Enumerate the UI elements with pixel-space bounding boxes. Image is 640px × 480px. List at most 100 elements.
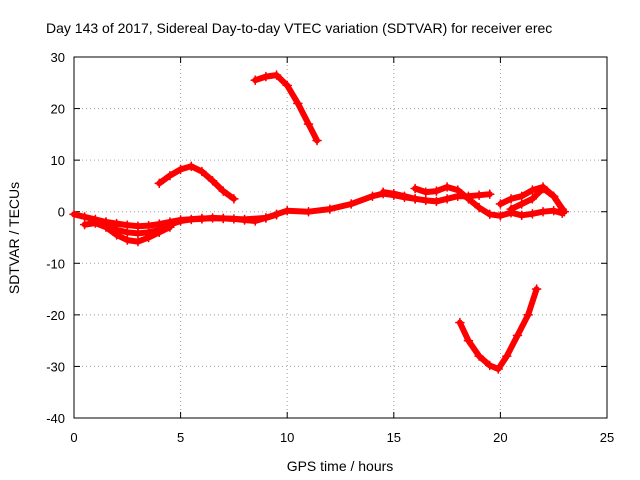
data-point [79,219,90,230]
data-point [282,80,292,91]
data-point [90,218,101,228]
data-point [495,199,506,209]
data-point [122,235,133,245]
data-point [493,364,504,374]
data-point [207,213,218,223]
data-point [165,219,175,230]
data-point [463,335,474,346]
data-point [154,178,165,189]
data-point [484,189,495,199]
data-point [484,360,495,371]
data-point [69,209,79,220]
data-point [527,185,538,195]
data-point [312,135,322,146]
data-point [250,75,261,86]
data-point [111,224,122,235]
data-point [474,190,484,201]
data-point [557,204,568,214]
data-point [175,164,186,175]
data-point [527,208,538,219]
data-point [229,194,239,204]
data-point [197,214,207,224]
x-tick-label: 0 [70,430,77,445]
data-point [218,186,229,196]
data-point [495,211,506,221]
data-point [218,213,229,224]
data-point [325,204,335,214]
y-tick-label: 20 [51,102,65,117]
data-point [548,191,559,202]
data-point [538,183,548,194]
series-arc-3 [101,210,282,239]
data-point [399,191,410,202]
data-point [261,71,271,82]
data-point [239,215,250,225]
data-point [531,284,542,294]
y-tick-label: 30 [51,50,65,65]
y-tick-label: 10 [51,153,65,168]
data-point [506,204,516,214]
x-tick-labels: 0 5 10 15 20 25 [70,430,614,445]
y-tick-label: 0 [58,205,65,220]
data-point [455,317,465,328]
data-point [101,217,111,227]
data-point [261,213,271,223]
x-tick-label: 10 [280,430,294,445]
data-point [303,206,314,217]
data-point [271,210,282,220]
data-point [207,175,218,186]
series-arc-9 [506,183,568,214]
data-point [527,194,538,204]
data-point [197,166,207,177]
data-point [143,227,154,238]
data-point [186,214,197,225]
data-point [516,191,527,202]
x-axis-label: GPS time / hours [287,458,394,474]
data-point [133,228,143,239]
data-point [463,194,474,204]
y-tick-label: -20 [46,308,65,323]
y-tick-label: -10 [46,256,65,271]
plot-frame [73,56,608,419]
data-point [271,70,282,80]
data-point [431,186,442,196]
data-point [420,187,431,197]
data-point [389,188,399,199]
data-point [378,187,388,197]
series-arc-6 [378,187,495,207]
data-point [293,98,303,109]
data-point [501,351,512,361]
data-point [410,194,420,204]
data-point [346,199,356,209]
x-tick-label: 20 [493,430,507,445]
data-point [523,310,533,320]
data-point [442,182,452,192]
x-tick-label: 5 [177,430,184,445]
data-point [431,196,442,207]
data-point [186,161,197,172]
data-point [420,195,431,206]
data-point [474,202,484,213]
data-point [548,205,559,216]
data-point [484,209,495,220]
series-arc-4 [154,161,239,204]
data-point [303,119,314,129]
series-group [69,70,570,374]
chart-title: Day 143 of 2017, Sidereal Day-to-day VTE… [46,20,552,36]
data-point [442,194,452,204]
data-point [512,330,523,341]
data-point [282,205,292,216]
data-point [122,227,133,238]
data-point [474,351,484,361]
series-arc-10 [455,284,542,374]
data-point [538,206,548,217]
data-point [229,214,239,224]
data-point [250,216,261,226]
data-point [410,183,420,194]
series-line [156,163,237,202]
data-point [165,170,175,181]
data-point [506,194,516,204]
data-point [175,216,186,226]
x-tick-label: 15 [387,430,401,445]
data-point [516,210,527,221]
